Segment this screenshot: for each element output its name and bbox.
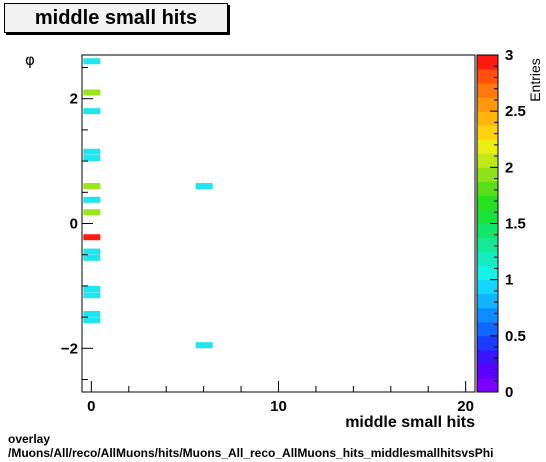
colorbar-segment xyxy=(477,321,498,337)
colorbar-segment xyxy=(477,209,498,224)
colorbar-segment xyxy=(477,279,498,295)
heatmap-bin xyxy=(83,317,101,324)
colorbar-segment xyxy=(477,223,498,239)
colorbar-tick-label: 2.5 xyxy=(505,103,526,120)
colorbar-segment xyxy=(477,195,498,210)
heatmap-bin xyxy=(83,154,101,161)
colorbar-segment xyxy=(477,251,498,267)
colorbar-segment xyxy=(477,363,498,379)
caption-line-2: /Muons/All/reco/AllMuons/hits/Muons_All_… xyxy=(8,446,494,460)
colorbar-segment xyxy=(477,293,498,309)
colorbar-label: Entries xyxy=(527,58,543,102)
x-tick-label: 10 xyxy=(270,398,287,415)
heatmap-bin xyxy=(195,183,213,190)
heatmap-bin xyxy=(83,292,101,299)
colorbar-tick-label: 1 xyxy=(505,272,513,289)
colorbar-segment xyxy=(477,153,498,168)
colorbar-segment xyxy=(477,181,498,196)
colorbar-segment xyxy=(477,55,498,70)
colorbar-segment xyxy=(477,97,498,112)
colorbar-segment xyxy=(477,377,498,393)
colorbar: 0 0.5 1 1.5 2 2.5 3 Entries xyxy=(476,47,543,401)
colorbar-segment xyxy=(477,167,498,182)
heatmap-bin xyxy=(83,89,101,96)
colorbar-tick-label: 0.5 xyxy=(505,328,526,345)
x-axis-label: middle small hits xyxy=(345,414,475,431)
plot-area xyxy=(82,55,475,392)
chart-title: middle small hits xyxy=(4,3,228,33)
colorbar-tick-label: 1.5 xyxy=(505,216,526,233)
x-tick-label: 0 xyxy=(87,398,95,415)
caption-line-1: overlay xyxy=(8,432,51,446)
heatmap-bin xyxy=(83,209,101,216)
heatmap-bin xyxy=(83,310,101,317)
heatmap-bin xyxy=(83,196,101,203)
heatmap-bin xyxy=(83,248,101,255)
colorbar-segment xyxy=(477,265,498,281)
heatmap-bin xyxy=(195,342,213,349)
heatmap-bin xyxy=(83,286,101,293)
heatmap-bin xyxy=(83,183,101,190)
colorbar-tick-label: 2 xyxy=(505,159,513,176)
heatmap-bin xyxy=(83,108,101,115)
colorbar-segment xyxy=(477,139,498,154)
heatmap-bin xyxy=(83,254,101,261)
colorbar-segment xyxy=(477,83,498,98)
bins xyxy=(83,58,213,349)
heatmap-bin xyxy=(83,234,101,241)
x-tick-label: 20 xyxy=(457,398,474,415)
colorbar-segment xyxy=(477,69,498,84)
colorbar-segment xyxy=(477,111,498,126)
colorbar-segment xyxy=(477,125,498,140)
y-axis-label: φ xyxy=(25,51,35,69)
colorbar-segment xyxy=(477,307,498,323)
colorbar-segment xyxy=(477,237,498,253)
plot-background xyxy=(82,55,475,392)
y-tick-label: 0 xyxy=(70,216,78,233)
colorbar-tick-label: 3 xyxy=(505,47,513,64)
colorbar-segment xyxy=(477,335,498,351)
colorbar-tick-label: 0 xyxy=(505,384,513,401)
y-tick-label: 2 xyxy=(70,91,78,108)
colorbar-segment xyxy=(477,349,498,365)
y-tick-label: −2 xyxy=(61,340,78,357)
heatmap-bin xyxy=(83,58,101,65)
heatmap-bin xyxy=(83,148,101,155)
